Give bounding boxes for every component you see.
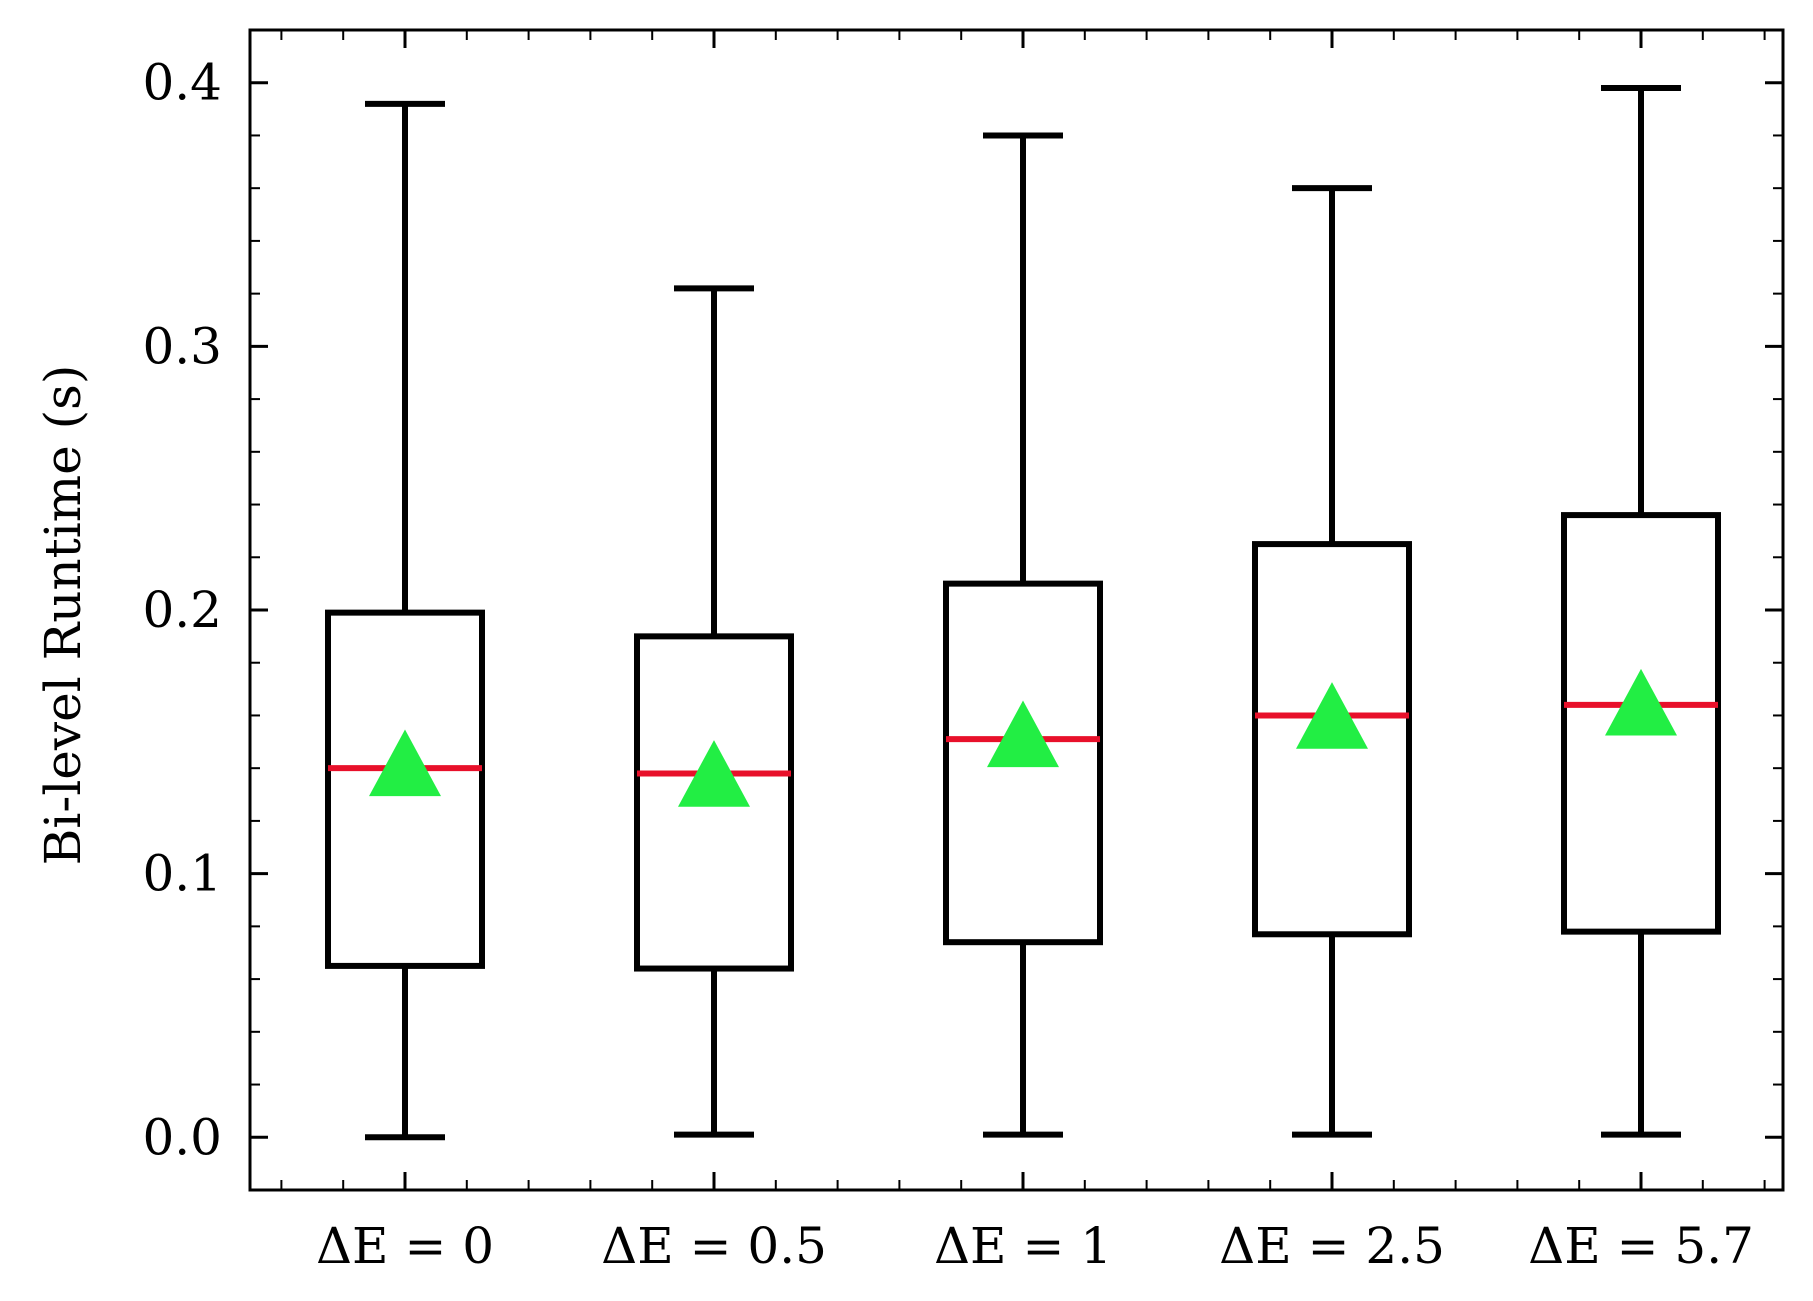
iqr-box — [943, 580, 1103, 946]
y-tick-label: 0.3 — [142, 317, 222, 375]
y-tick-labels: 0.0 0.1 0.2 0.3 0.4 — [142, 54, 222, 1167]
x-tick-label: ΔE = 0 — [316, 1217, 494, 1275]
mean-marker — [987, 700, 1059, 768]
y-tick-label: 0.2 — [142, 581, 222, 639]
box-group — [634, 285, 794, 1138]
iqr-box — [325, 609, 485, 969]
box-group — [1252, 185, 1412, 1138]
x-tick-labels: ΔE = 0 ΔE = 0.5 ΔE = 1 ΔE = 2.5 ΔE = 5.7 — [316, 1217, 1754, 1275]
axis-ticks — [250, 30, 1783, 1191]
box-group — [1561, 85, 1721, 1138]
x-tick-label: ΔE = 1 — [934, 1217, 1112, 1275]
x-tick-label: ΔE = 2.5 — [1219, 1217, 1445, 1275]
y-tick-label: 0.4 — [142, 54, 222, 112]
iqr-box — [1561, 512, 1721, 935]
iqr-box — [1252, 541, 1412, 938]
box-group — [943, 132, 1103, 1138]
y-axis-label: Bi-level Runtime (s) — [34, 365, 92, 866]
box-series — [325, 85, 1721, 1141]
mean-marker — [369, 729, 441, 797]
box-group — [325, 100, 485, 1141]
y-tick-label: 0.1 — [142, 845, 222, 903]
mean-marker — [1296, 682, 1368, 749]
x-tick-label: ΔE = 0.5 — [601, 1217, 827, 1275]
mean-marker — [678, 740, 750, 807]
mean-marker — [1605, 668, 1677, 736]
y-tick-label: 0.0 — [142, 1108, 222, 1166]
x-tick-label: ΔE = 5.7 — [1528, 1217, 1754, 1275]
iqr-box — [634, 633, 794, 972]
